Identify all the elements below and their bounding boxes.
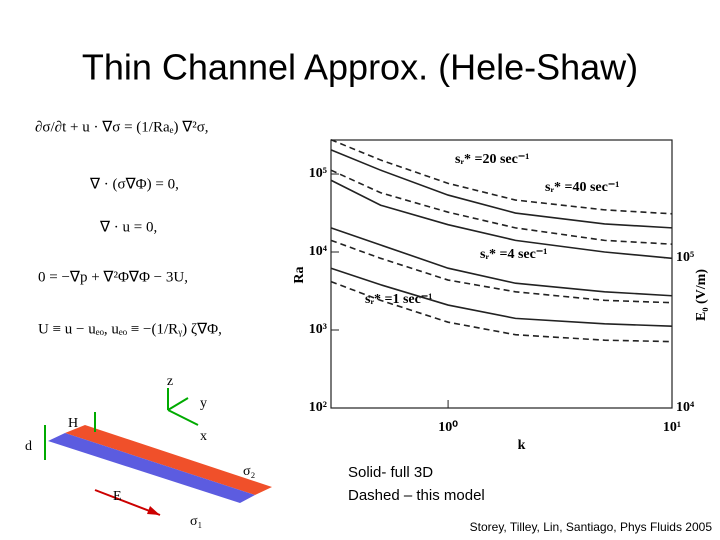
diagram-label: d [25, 439, 32, 454]
diagram-label: H [68, 416, 78, 431]
top-layer [65, 425, 272, 495]
curve-annotation: sᵣ* =4 sec⁻¹ [480, 247, 547, 262]
y2-axis-label: E₀ (V/m) [694, 269, 709, 321]
equation: ∂σ/∂t + u · ∇σ = (1/Raₑ) ∇²σ, [35, 119, 209, 135]
curve-annotation: sᵣ* =40 sec⁻¹ [545, 180, 619, 195]
diagram-label: y [200, 396, 207, 411]
series-line [330, 149, 673, 229]
series-line [330, 267, 673, 327]
arrow-head [147, 506, 160, 515]
diagram-label: x [200, 429, 207, 444]
equation: ∇ · u = 0, [99, 219, 157, 235]
bottom-layer [48, 433, 255, 503]
x-axis-label: k [518, 438, 526, 453]
series-line [330, 169, 673, 245]
citation: Storey, Tilley, Lin, Santiago, Phys Flui… [470, 520, 713, 534]
note: Dashed – this model [348, 487, 485, 504]
diagram-label: σ₂ [243, 464, 256, 479]
y-tick-label: 10³ [309, 322, 327, 337]
axis-arrow [167, 409, 199, 426]
y2-tick-label: 10⁵ [676, 250, 694, 265]
channel-diagram: z y x H d σ₂ E σ₁ [25, 374, 272, 529]
slide-title: Thin Channel Approx. (Hele-Shaw) [82, 47, 638, 88]
series-line [330, 139, 673, 215]
y-tick-label: 10⁴ [309, 244, 328, 259]
plot-frame [330, 139, 673, 409]
equation: U ≡ u − uₑₒ, uₑₒ ≡ −(1/Rᵧ) ζ∇Φ, [38, 321, 222, 337]
y2-tick-label: 10⁴ [676, 400, 695, 415]
y-axis-label: Ra [292, 266, 307, 283]
y-tick-label: 10² [309, 400, 327, 415]
series-line [330, 227, 673, 297]
series-line [330, 179, 673, 260]
series-line [330, 239, 673, 304]
equation: ∇ · (σ∇Φ) = 0, [89, 176, 179, 192]
note: Solid- full 3D [348, 464, 433, 481]
x-tick-label: 10⁰ [438, 420, 458, 435]
diagram-label: E [113, 489, 122, 504]
diagram-label: σ₁ [190, 514, 202, 529]
series-line [330, 280, 673, 343]
axis-arrow [167, 397, 189, 411]
equation: 0 = −∇p + ∇²Φ∇Φ − 3U, [38, 269, 188, 285]
curve-annotation: sᵣ* =1 sec⁻¹ [365, 292, 432, 307]
diagram-label: z [167, 374, 173, 389]
y-tick-label: 10⁵ [309, 166, 327, 181]
x-tick-label: 10¹ [663, 420, 681, 435]
curve-annotation: sᵣ* =20 sec⁻¹ [455, 152, 529, 167]
